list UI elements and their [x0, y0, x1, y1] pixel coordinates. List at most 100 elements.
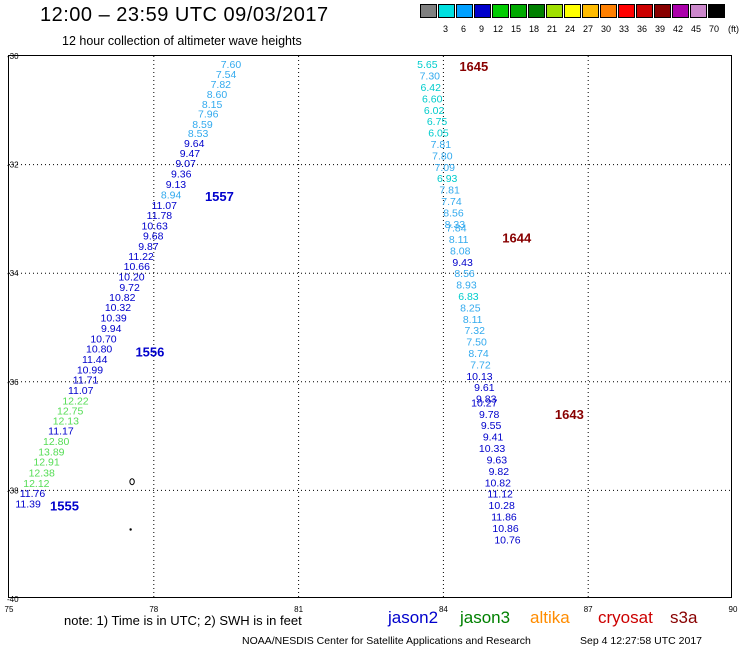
- lon-tick-label: 78: [149, 605, 158, 614]
- legend-bin-label: 39: [655, 24, 666, 34]
- legend-bin-label: 3: [443, 24, 449, 34]
- map-title: 12:00 – 23:59 UTC 09/03/2017: [40, 4, 329, 26]
- legend-bin-label: 42: [673, 24, 684, 34]
- legend-bin-label: 30: [601, 24, 612, 34]
- wave-height-label: 7.09: [435, 162, 456, 174]
- wave-height-label: 7.72: [470, 359, 491, 371]
- wave-height-label: 8.53: [188, 128, 209, 140]
- wave-height-label: 7.80: [432, 150, 453, 162]
- wave-height-label: 8.74: [468, 348, 489, 360]
- wave-height-label: 12.91: [33, 457, 59, 469]
- wave-height-label: 11.44: [82, 354, 108, 366]
- wave-height-label: 6.02: [424, 105, 445, 117]
- lon-tick-label: 84: [439, 605, 448, 614]
- legend-swatch: [510, 4, 527, 18]
- wave-height-label: 8.94: [161, 189, 182, 201]
- wave-height-label: 10.39: [100, 313, 126, 325]
- legend-swatch: [438, 4, 455, 18]
- wave-height-label: 10.63: [142, 220, 168, 232]
- wave-height-label: 9.36: [171, 168, 192, 180]
- legend-bin-label: 36: [637, 24, 648, 34]
- legend-swatch: [654, 4, 671, 18]
- wave-height-label: 7.54: [216, 69, 237, 81]
- pass-time-label: 1643: [555, 407, 584, 422]
- legend-bin-label: 9: [479, 24, 485, 34]
- wave-height-label: 7.50: [466, 337, 487, 349]
- wave-height-label: 10.76: [494, 534, 520, 546]
- wave-height-label: 10.80: [86, 344, 112, 356]
- wave-height-label: 8.11: [449, 234, 469, 246]
- wave-height-label: 7.82: [211, 79, 232, 91]
- wave-height-label: 8.33: [445, 219, 466, 231]
- legend-swatch: [420, 4, 437, 18]
- legend-bin-label: 27: [583, 24, 594, 34]
- lat-tick-label: -38: [7, 486, 19, 495]
- wave-height-label: 7.96: [198, 109, 219, 121]
- wave-height-label: 9.78: [479, 409, 500, 421]
- wave-height-label: 7.32: [464, 325, 485, 337]
- lat-tick-label: -30: [7, 52, 19, 61]
- wave-height-label: 10.13: [466, 371, 492, 383]
- wave-height-label: 10.86: [492, 523, 518, 535]
- wave-height-label: 9.82: [489, 466, 510, 478]
- wave-height-label: 6.75: [427, 116, 448, 128]
- wave-height-label: 6.83: [458, 291, 479, 303]
- wave-height-label: 9.13: [166, 179, 187, 191]
- wave-height-label: 10.82: [109, 292, 135, 304]
- pass-time-label: 1555: [50, 499, 79, 514]
- wave-height-label: 9.55: [481, 420, 502, 432]
- pass-time-label: 1557: [205, 189, 234, 204]
- wave-height-label: 8.11: [463, 314, 483, 326]
- wave-height-label: 11.86: [491, 511, 517, 523]
- lon-tick-label: 87: [584, 605, 593, 614]
- lat-tick-label: -34: [7, 269, 19, 278]
- wave-height-label: 11.17: [48, 426, 74, 438]
- wave-height-label: 5.65: [417, 59, 438, 71]
- lat-tick-label: -36: [7, 378, 19, 387]
- legend-swatch: [582, 4, 599, 18]
- satellite-name-altika: altika: [530, 608, 570, 627]
- wave-height-label: 10.27: [471, 397, 497, 409]
- wave-height-label: 7.81: [439, 185, 460, 197]
- legend-bin-label: 15: [511, 24, 522, 34]
- lon-tick-label: 75: [5, 605, 14, 614]
- wave-height-label: 10.28: [489, 500, 515, 512]
- wave-height-label: 6.05: [428, 128, 449, 140]
- wave-height-label: 10.99: [77, 364, 103, 376]
- legend-bin-label: 45: [691, 24, 702, 34]
- satellite-name-s3a: s3a: [670, 608, 698, 627]
- legend-swatch: [690, 4, 707, 18]
- wave-height-label: 8.93: [456, 280, 477, 292]
- wave-height-label: 12.80: [43, 436, 69, 448]
- wave-height-label: 8.15: [202, 99, 223, 111]
- wave-height-label: 10.82: [485, 477, 511, 489]
- pass-time-label: 1644: [502, 230, 532, 245]
- satellite-name-cryosat: cryosat: [598, 608, 653, 627]
- lon-tick-label: 90: [729, 605, 738, 614]
- wave-height-label: 9.68: [143, 231, 164, 243]
- wave-height-label: 8.25: [460, 302, 481, 314]
- legend-bin-label: 70: [709, 24, 720, 34]
- legend-swatch: [708, 4, 725, 18]
- wave-height-label: 11.71: [73, 375, 99, 387]
- wave-height-label: 8.08: [450, 245, 471, 257]
- wave-height-label: 6.93: [437, 173, 458, 185]
- legend-bin-label: 33: [619, 24, 630, 34]
- wave-height-label: 9.63: [487, 454, 508, 466]
- wave-height-label: 9.83: [476, 394, 497, 406]
- footer-note: note: 1) Time is in UTC; 2) SWH is in fe…: [64, 613, 302, 628]
- lon-tick-label: 81: [294, 605, 303, 614]
- legend-unit: (ft): [728, 24, 739, 34]
- wave-height-label: 7.60: [221, 59, 242, 71]
- wave-height-label: 9.41: [483, 432, 504, 444]
- wave-height-label: 12.22: [62, 395, 88, 407]
- wave-height-label: 10.70: [90, 333, 116, 345]
- legend-swatch: [528, 4, 545, 18]
- legend-swatch: [492, 4, 509, 18]
- island-outline: [129, 478, 135, 486]
- map-canvas: 75 78 81 84 87 90-30-32-34-36-38-407.607.547.…: [5, 52, 738, 614]
- wave-height-label: 11.12: [487, 489, 513, 501]
- pass-time-label: 1556: [135, 344, 164, 359]
- wave-height-label: 8.59: [192, 119, 213, 131]
- wave-height-label: 7.84: [446, 223, 467, 235]
